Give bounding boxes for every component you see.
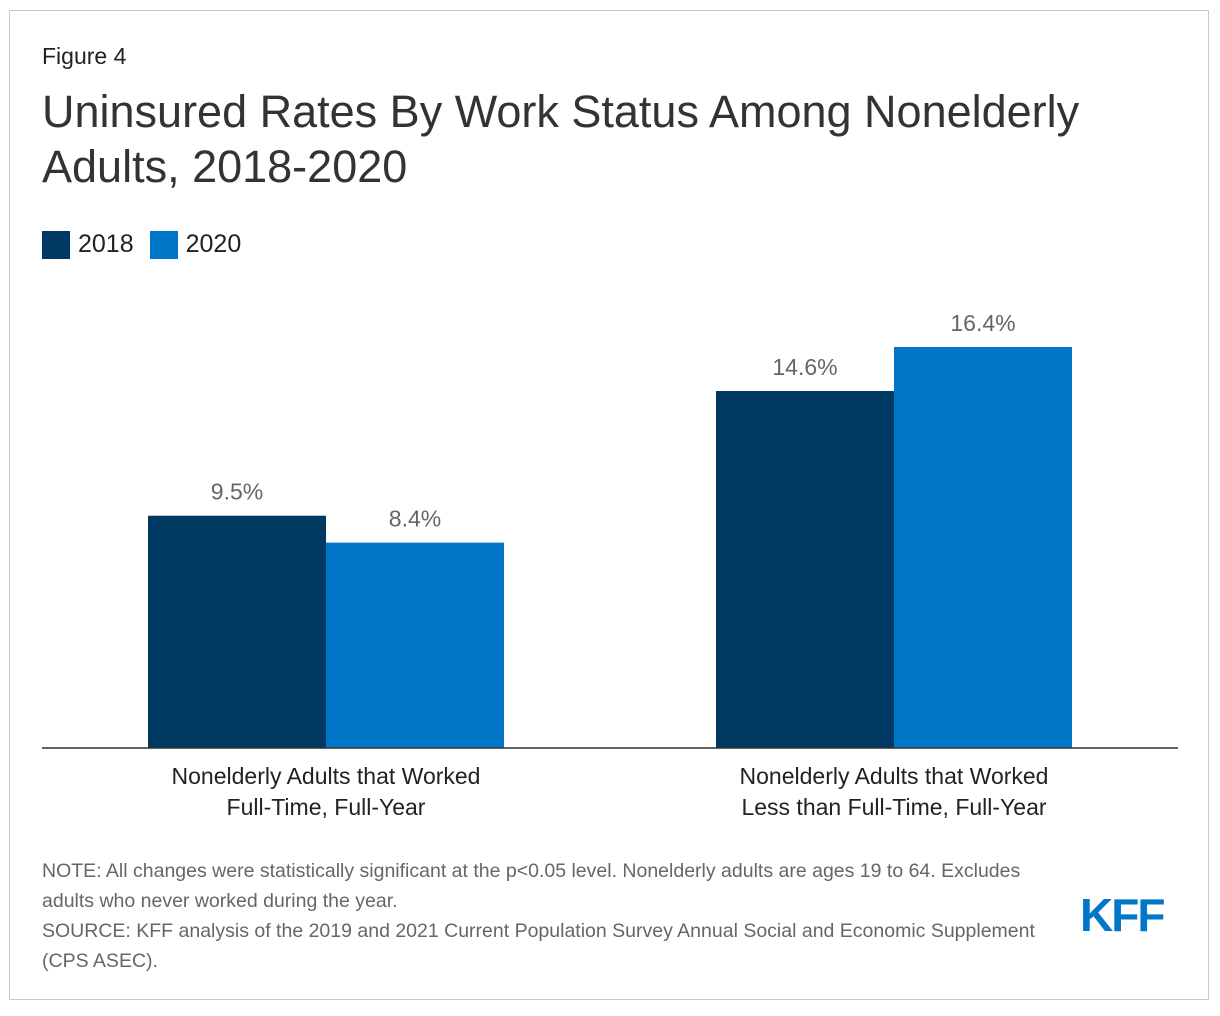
- figure-label: Figure 4: [42, 43, 127, 69]
- legend-swatch-2018: [42, 230, 70, 259]
- bar-2018-cat1: [148, 515, 326, 748]
- chart-legend: 2018 2020: [42, 230, 257, 259]
- legend-label-2020: 2020: [185, 230, 242, 258]
- data-label-2020-cat1: 8.4%: [389, 506, 441, 532]
- legend-swatch-2020: [149, 230, 178, 259]
- x-tick-label-cat2-line1: Nonelderly Adults that Worked: [740, 763, 1049, 789]
- data-label-2020-cat2: 16.4%: [950, 310, 1015, 336]
- bar-2018-cat2: [716, 391, 894, 748]
- legend-item-2020: 2020: [149, 230, 242, 259]
- note-text: NOTE: All changes were statistically sig…: [42, 860, 1021, 912]
- bar-2020-cat2: [894, 347, 1072, 748]
- chart-title: Uninsured Rates By Work Status Among Non…: [42, 86, 1080, 192]
- data-label-2018-cat2: 14.6%: [772, 354, 837, 380]
- kff-logo: KFF: [1080, 889, 1165, 941]
- x-tick-label-cat1-line1: Nonelderly Adults that Worked: [172, 763, 481, 789]
- legend-label-2018: 2018: [78, 230, 134, 258]
- data-label-2018-cat1: 9.5%: [211, 479, 263, 505]
- x-tick-label-cat1-line2: Full-Time, Full-Year: [227, 794, 426, 820]
- chart-notes: NOTE: All changes were statistically sig…: [42, 856, 1052, 976]
- legend-item-2018: 2018: [42, 230, 134, 259]
- source-text: SOURCE: KFF analysis of the 2019 and 202…: [42, 920, 1035, 972]
- bar-2020-cat1: [326, 542, 504, 748]
- x-tick-label-cat2-line2: Less than Full-Time, Full-Year: [741, 794, 1046, 820]
